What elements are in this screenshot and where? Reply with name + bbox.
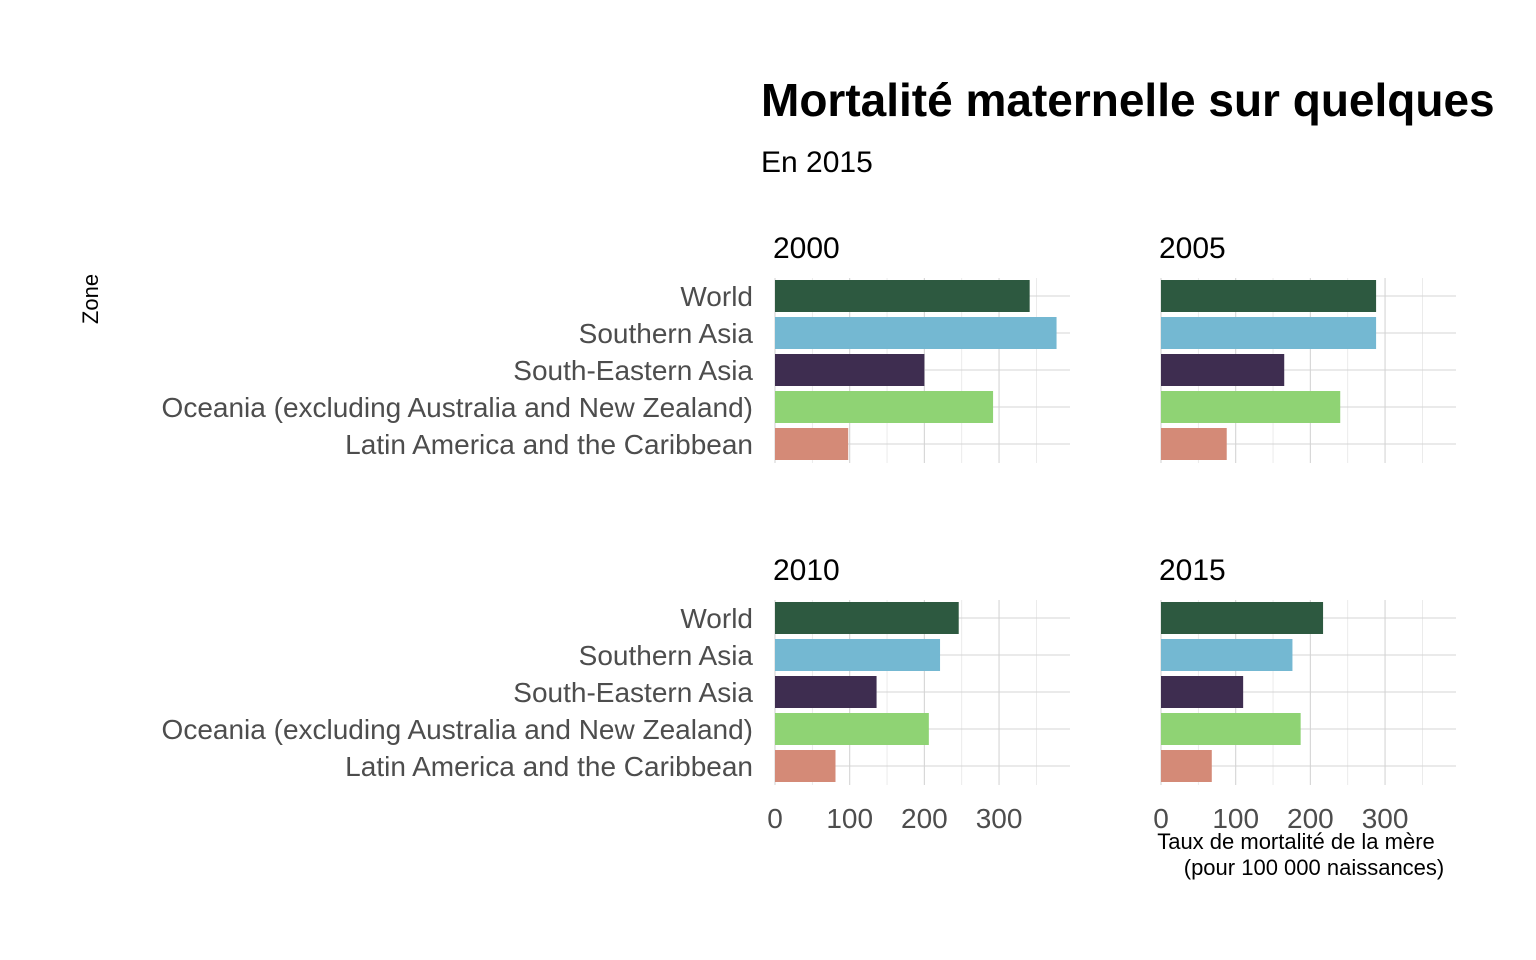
bar-2005-0: [1161, 280, 1377, 312]
chart-subtitle: En 2015: [761, 146, 873, 179]
bar-2000-0: [775, 280, 1030, 312]
bar-2000-3: [775, 391, 994, 423]
chart-title: Mortalité maternelle sur quelques: [761, 74, 1495, 126]
x-tick-label: 0: [1153, 803, 1169, 834]
bar-2005-1: [1161, 317, 1377, 349]
x-tick-label: 300: [976, 803, 1023, 834]
category-label: Oceania (excluding Australia and New Zea…: [162, 714, 753, 745]
facet-title-2015: 2015: [1159, 554, 1226, 587]
category-label: Southern Asia: [579, 318, 754, 349]
x-tick-label: 100: [826, 803, 873, 834]
bar-2015-4: [1161, 750, 1212, 782]
x-axis-title-line1: Taux de mortalité de la mère: [1157, 829, 1435, 854]
bar-2005-3: [1161, 391, 1341, 423]
category-label: South-Eastern Asia: [513, 677, 753, 708]
facet-title-2010: 2010: [773, 554, 840, 587]
x-tick-label: 300: [1362, 803, 1409, 834]
category-label: Oceania (excluding Australia and New Zea…: [162, 392, 753, 423]
facet-title-2000: 2000: [773, 232, 840, 265]
facet-panel-2010: 2010 World Southern Asia South-Eastern Asia…: [162, 554, 1070, 834]
bar-2000-2: [775, 354, 925, 386]
x-axis-title-line2: (pour 100 000 naissances): [1184, 855, 1445, 880]
bar-2010-3: [775, 713, 929, 745]
category-label: World: [680, 281, 753, 312]
bar-2010-2: [775, 676, 877, 708]
bar-2015-2: [1161, 676, 1244, 708]
bar-2005-4: [1161, 428, 1227, 460]
bar-2000-4: [775, 428, 849, 460]
bar-2010-0: [775, 602, 959, 634]
bar-2000-1: [775, 317, 1057, 349]
bar-2015-3: [1161, 713, 1301, 745]
bar-2010-4: [775, 750, 836, 782]
facet-panel-2005: 2005: [1159, 232, 1456, 463]
facet-panel-2000: 2000 World Southern Asia South-Eastern Asia…: [162, 232, 1070, 463]
x-tick-label: 0: [767, 803, 783, 834]
x-tick-label: 200: [1287, 803, 1334, 834]
category-label: Latin America and the Caribbean: [345, 429, 753, 460]
bar-2015-1: [1161, 639, 1293, 671]
x-tick-label: 100: [1212, 803, 1259, 834]
facet-title-2005: 2005: [1159, 232, 1226, 265]
facet-panel-2015: 2015 0 100 200 300: [1153, 554, 1456, 834]
category-label: World: [680, 603, 753, 634]
category-label: South-Eastern Asia: [513, 355, 753, 386]
y-axis-title: Zone: [78, 274, 103, 324]
bar-2005-2: [1161, 354, 1285, 386]
x-tick-label: 200: [901, 803, 948, 834]
category-label: Southern Asia: [579, 640, 754, 671]
bar-2015-0: [1161, 602, 1324, 634]
category-label: Latin America and the Caribbean: [345, 751, 753, 782]
bar-2010-1: [775, 639, 941, 671]
